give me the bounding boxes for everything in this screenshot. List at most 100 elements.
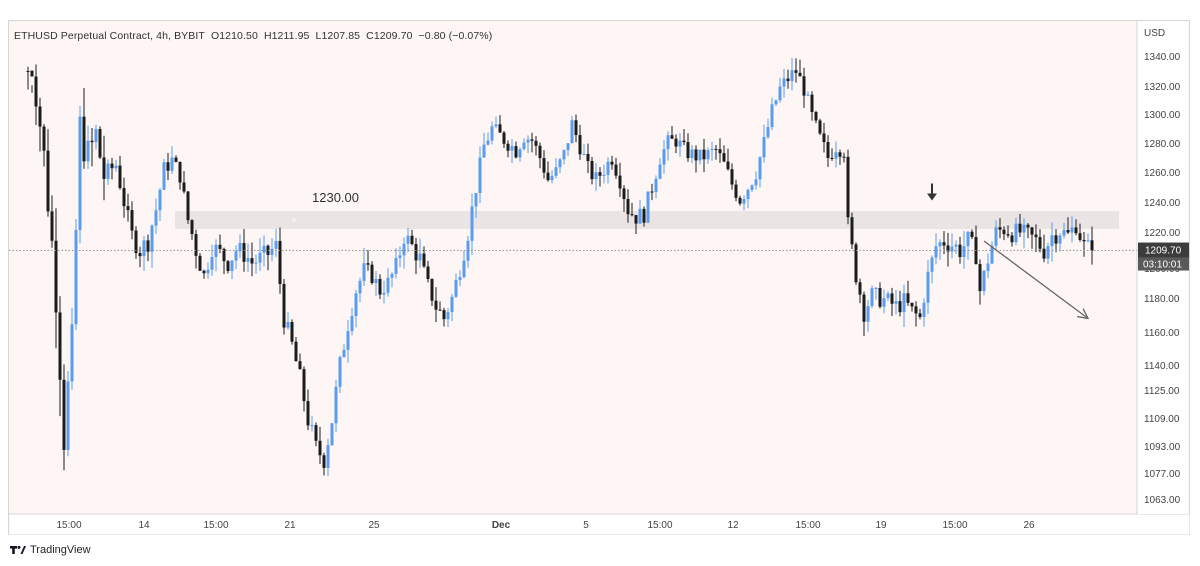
candle-body <box>834 152 838 159</box>
tradingview-label: TradingView <box>30 544 91 556</box>
candle-body <box>794 70 798 73</box>
candle-body <box>922 302 926 317</box>
candle-body <box>526 139 530 143</box>
candle-body <box>270 248 274 255</box>
candle-body <box>314 425 318 441</box>
countdown-label: 03:10:01 <box>1143 260 1182 271</box>
candle-body <box>870 288 874 307</box>
time-tick-label: 21 <box>284 520 296 531</box>
candle-body <box>598 172 602 176</box>
zone-anchor-handle <box>292 218 296 222</box>
candle-body <box>142 240 146 257</box>
candle-body <box>858 282 862 295</box>
candle-body <box>1018 223 1022 233</box>
candle-body <box>766 127 770 138</box>
candle-body <box>250 258 254 264</box>
candle-body <box>238 243 242 252</box>
candle-body <box>1026 224 1030 228</box>
tradingview-branding[interactable]: TradingView <box>10 544 91 556</box>
candle-body <box>742 198 746 204</box>
candle-body <box>342 349 346 358</box>
price-tag-label: 1209.70 <box>1145 246 1182 257</box>
candle-body <box>94 129 98 143</box>
candle-body <box>714 148 718 150</box>
candle-body <box>322 455 326 468</box>
candle-body <box>710 148 714 151</box>
down-arrow-icon <box>927 193 937 201</box>
candle-body <box>146 240 150 252</box>
candle-body <box>26 71 30 72</box>
candle-body <box>90 140 94 143</box>
candle-body <box>850 217 854 245</box>
candle-body <box>226 261 230 272</box>
candle-body <box>658 164 662 179</box>
candle-body <box>990 245 994 264</box>
candle-body <box>862 294 866 322</box>
candle-body <box>54 240 58 313</box>
candle-body <box>222 248 226 262</box>
candle-body <box>678 140 682 147</box>
ohlc-high: H1211.95 <box>263 30 310 42</box>
candle-body <box>230 260 234 272</box>
candle-body <box>1090 240 1094 251</box>
price-tick-label: 1160.00 <box>1144 328 1180 339</box>
candle-body <box>878 287 882 307</box>
candle-body <box>622 188 626 200</box>
price-tick-label: 1125.00 <box>1144 386 1180 397</box>
candle-body <box>654 178 658 192</box>
candle-body <box>874 287 878 289</box>
candle-body <box>530 139 534 141</box>
candle-body <box>682 140 686 143</box>
candle-body <box>174 157 178 162</box>
candle-body <box>398 255 402 259</box>
candle-body <box>594 172 598 180</box>
candle-body <box>1082 239 1086 242</box>
candle-body <box>278 240 282 285</box>
candle-body <box>210 257 214 270</box>
candle-body <box>1050 235 1054 247</box>
candle-body <box>358 280 362 294</box>
candle-body <box>318 440 322 456</box>
candle-body <box>946 245 950 252</box>
candle-body <box>942 242 946 246</box>
candle-body <box>722 153 726 162</box>
ohlc-close: C1209.70 <box>366 30 413 42</box>
candle-body <box>202 270 206 274</box>
candle-body <box>898 301 902 313</box>
candle-body <box>590 160 594 180</box>
price-tick-label: 1300.00 <box>1144 110 1181 121</box>
candle-body <box>894 301 898 304</box>
candle-body <box>66 381 70 450</box>
candle-body <box>806 94 810 96</box>
candle-body <box>262 245 266 253</box>
ohlc-change: −0.80 (−0.07%) <box>418 30 493 42</box>
currency-label: USD <box>1144 28 1165 39</box>
candle-body <box>802 76 806 96</box>
candle-body <box>1006 234 1010 236</box>
candle-body <box>1014 223 1018 243</box>
candle-body <box>822 133 826 143</box>
price-tick-label: 1240.00 <box>1144 198 1181 209</box>
chart-panel[interactable] <box>8 20 1190 535</box>
candle-body <box>562 150 566 160</box>
time-tick-label: 26 <box>1023 520 1035 531</box>
candle-body <box>574 120 578 136</box>
candle-body <box>422 253 426 267</box>
candle-body <box>758 157 762 180</box>
candle-body <box>482 144 486 158</box>
candle-body <box>542 158 546 173</box>
candle-body <box>506 143 510 151</box>
candle-body <box>750 185 754 190</box>
candle-body <box>602 174 606 176</box>
candle-body <box>1058 235 1062 244</box>
candle-body <box>234 251 238 261</box>
time-axis-background <box>9 514 1190 535</box>
time-tick-label: 14 <box>138 520 150 531</box>
candle-body <box>914 306 918 314</box>
candle-body <box>746 189 750 199</box>
time-tick-label: 19 <box>875 520 887 531</box>
candle-body <box>330 423 334 446</box>
candle-body <box>338 357 342 387</box>
candle-body <box>186 191 190 221</box>
